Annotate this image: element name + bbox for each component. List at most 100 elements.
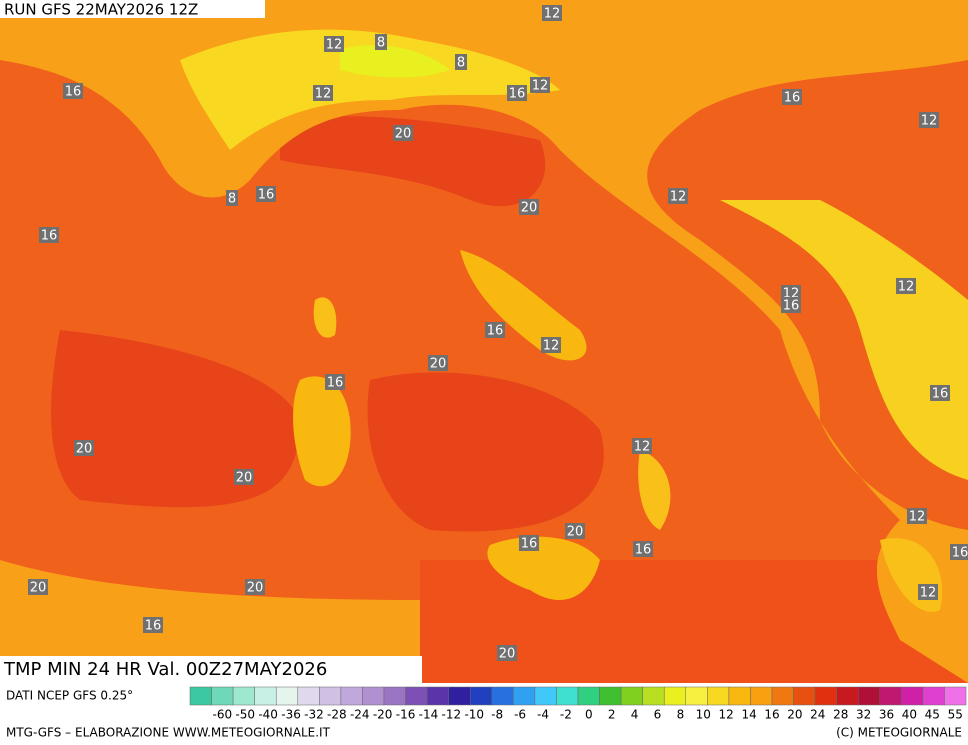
contour-label-box — [565, 523, 585, 539]
title-box — [0, 656, 422, 683]
colorbar-tick-label: -4 — [537, 708, 549, 722]
contour-label-box — [63, 83, 83, 99]
contour-label-box — [375, 34, 387, 50]
contour-label-box — [542, 5, 562, 21]
sea-warm — [51, 330, 300, 508]
contour-label-box — [930, 385, 950, 401]
po-valley — [280, 116, 546, 207]
contour-label: 12 — [543, 339, 560, 354]
contour-label: 8 — [377, 36, 385, 51]
contour-label: 20 — [567, 525, 584, 540]
colorbar-tick-label: 10 — [696, 708, 711, 722]
contour-label-box — [393, 125, 413, 141]
contour-label-box — [541, 337, 561, 353]
color-swatch — [254, 686, 277, 706]
color-swatch — [232, 686, 255, 706]
color-swatch — [857, 686, 881, 706]
contour-label: 12 — [909, 510, 926, 525]
colorbar-tick-label: 36 — [879, 708, 894, 722]
color-swatch — [922, 686, 945, 706]
contour-label-box — [28, 579, 48, 595]
contour-label: 16 — [41, 229, 58, 244]
contour-label: 12 — [920, 586, 937, 601]
contour-label: 20 — [395, 127, 412, 142]
contour-label-box — [485, 322, 505, 338]
color-swatch — [728, 686, 751, 706]
color-swatch — [211, 686, 234, 706]
africa — [0, 560, 420, 683]
contour-label: 16 — [327, 376, 344, 391]
contour-label: 12 — [315, 87, 332, 102]
colorbar-tick-label: 55 — [948, 708, 963, 722]
contour-label: 16 — [487, 324, 504, 339]
contour-label-box — [234, 469, 254, 485]
contour-label: 16 — [635, 543, 652, 558]
color-swatch — [319, 686, 342, 706]
color-swatch — [534, 686, 557, 706]
contour-label-box — [632, 438, 652, 454]
color-swatch — [297, 686, 320, 706]
color-swatch — [577, 686, 600, 706]
colorbar-tick-label: -28 — [327, 708, 347, 722]
contour-label: 12 — [634, 440, 651, 455]
contour-label-box — [507, 85, 527, 101]
colorbar-tick-label: -24 — [350, 708, 370, 722]
contour-label-box — [428, 355, 448, 371]
contour-label-box — [950, 544, 968, 560]
contour-label-box — [325, 374, 345, 390]
contour-label-box — [633, 541, 653, 557]
color-swatch — [836, 686, 859, 706]
sea-warm — [367, 372, 604, 532]
color-swatch — [362, 686, 385, 706]
contour-label-box — [245, 579, 265, 595]
calabria — [638, 450, 671, 530]
color-swatch — [426, 686, 449, 706]
contour-label-box — [918, 584, 938, 600]
contour-label-box — [226, 190, 238, 206]
color-swatch — [469, 686, 493, 706]
header-box — [0, 0, 265, 18]
contour-label-box — [907, 508, 927, 524]
contour-label-box — [143, 617, 163, 633]
contour-label: 20 — [30, 581, 47, 596]
contour-label: 12 — [326, 38, 343, 53]
credit: MTG-GFS – ELABORAZIONE WWW.METEOGIORNALE… — [6, 726, 331, 740]
contour-label-box — [74, 440, 94, 456]
colorbar-tick-label: -60 — [213, 708, 233, 722]
contour-label: 16 — [509, 87, 526, 102]
colorbar-tick-label: -36 — [281, 708, 301, 722]
run-label: RUN GFS 22MAY2026 12Z — [4, 1, 198, 19]
corsica — [313, 297, 337, 338]
contour-label: 16 — [784, 91, 801, 106]
color-swatch — [642, 686, 665, 706]
colorbar-tick-label: 40 — [902, 708, 917, 722]
colorbar-tick-label: 32 — [856, 708, 871, 722]
alps-cold — [340, 45, 450, 78]
contour-label: 20 — [521, 201, 538, 216]
contour-label-box — [256, 186, 276, 202]
color-swatch — [405, 686, 428, 706]
cool-land — [0, 0, 968, 683]
color-swatch — [491, 686, 514, 706]
colorbar-tick-label: -10 — [464, 708, 484, 722]
contour-label: 16 — [65, 85, 82, 100]
colorbar-tick-label: 45 — [925, 708, 940, 722]
contour-label: 20 — [499, 647, 516, 662]
color-swatch — [513, 686, 536, 706]
contour-label-box — [896, 278, 916, 294]
contour-label: 20 — [247, 581, 264, 596]
colorbar-tick-label: 28 — [833, 708, 848, 722]
colorbar-tick-label: 0 — [585, 708, 593, 722]
contour-label: 16 — [783, 299, 800, 314]
colorbar-tick-label: -8 — [491, 708, 503, 722]
color-swatch — [750, 686, 773, 706]
contour-label-box — [455, 54, 467, 70]
contour-label-box — [324, 36, 344, 52]
color-swatch — [663, 686, 687, 706]
contour-label: 20 — [236, 471, 253, 486]
contour-label-box — [530, 77, 550, 93]
colorbar-tick-label: 14 — [741, 708, 756, 722]
contour-label: 20 — [430, 357, 447, 372]
color-swatch — [707, 686, 730, 706]
